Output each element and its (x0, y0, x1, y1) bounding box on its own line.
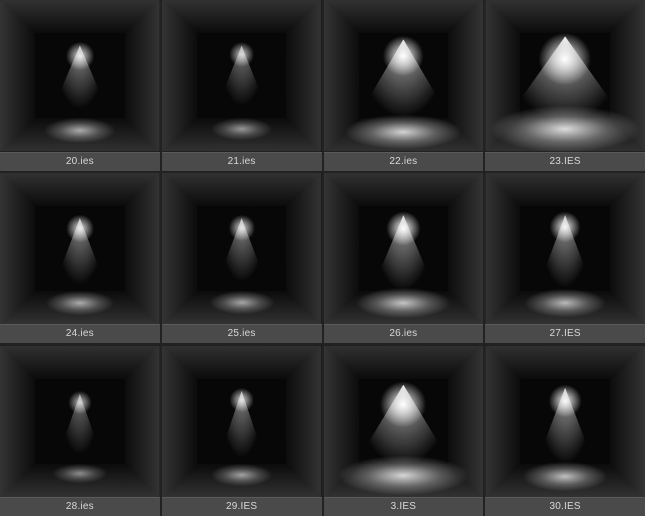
ies-thumbnail[interactable]: 23.IES (485, 0, 645, 171)
ies-render-preview (485, 173, 645, 325)
ies-filename-label: 27.IES (485, 324, 645, 343)
ies-thumbnail[interactable]: 27.IES (485, 173, 645, 344)
ies-thumbnail[interactable]: 26.ies (324, 173, 484, 344)
ies-render-preview (324, 173, 484, 325)
ies-render-preview (0, 173, 160, 325)
ies-render-preview (485, 345, 645, 497)
ies-thumbnail[interactable]: 29.IES (162, 345, 322, 516)
ies-filename-label: 25.ies (162, 324, 322, 343)
ies-filename-label: 22.ies (324, 152, 484, 171)
ies-filename-label: 30.IES (485, 497, 645, 516)
ies-filename-label: 26.ies (324, 324, 484, 343)
ies-filename-label: 3.IES (324, 497, 484, 516)
ies-filename-label: 20.ies (0, 152, 160, 171)
ies-render-preview (0, 345, 160, 497)
ies-thumbnail[interactable]: 28.ies (0, 345, 160, 516)
ies-thumbnail[interactable]: 24.ies (0, 173, 160, 344)
ies-thumbnail[interactable]: 25.ies (162, 173, 322, 344)
ies-thumbnail[interactable]: 30.IES (485, 345, 645, 516)
ies-render-preview (162, 0, 322, 152)
ies-render-preview (0, 0, 160, 152)
ies-filename-label: 28.ies (0, 497, 160, 516)
ies-render-preview (162, 173, 322, 325)
ies-thumbnail-grid: 20.ies21.ies22.ies23.IES 24.ies25.ies26.i… (0, 0, 645, 516)
ies-thumbnail[interactable]: 21.ies (162, 0, 322, 171)
ies-filename-label: 21.ies (162, 152, 322, 171)
ies-thumbnail[interactable]: 3.IES (324, 345, 484, 516)
ies-filename-label: 24.ies (0, 324, 160, 343)
ies-render-preview (162, 345, 322, 497)
ies-filename-label: 29.IES (162, 497, 322, 516)
ies-render-preview (485, 0, 645, 152)
ies-render-preview (324, 0, 484, 152)
ies-thumbnail[interactable]: 20.ies (0, 0, 160, 171)
ies-filename-label: 23.IES (485, 152, 645, 171)
ies-thumbnail[interactable]: 22.ies (324, 0, 484, 171)
ies-render-preview (324, 345, 484, 497)
